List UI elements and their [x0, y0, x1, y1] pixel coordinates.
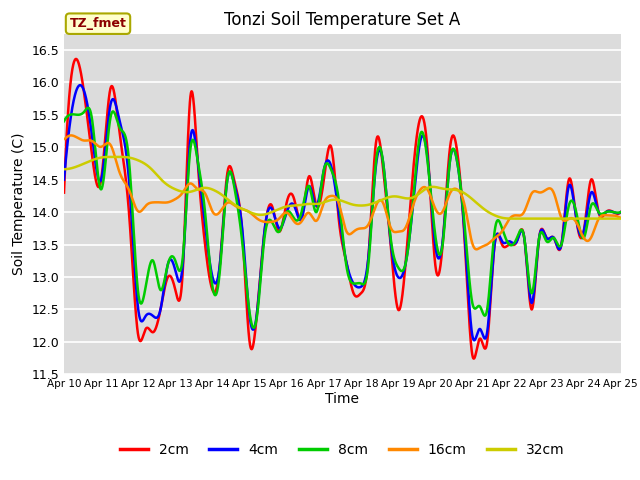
- 8cm: [124, 145, 132, 151]
- 32cm: [116, 154, 124, 160]
- 2cm: [124, 194, 132, 200]
- 4cm: [547, 235, 554, 241]
- 16cm: [274, 217, 282, 223]
- Line: 2cm: 2cm: [64, 59, 621, 359]
- 4cm: [617, 209, 625, 215]
- Line: 4cm: 4cm: [64, 85, 621, 340]
- 32cm: [522, 216, 529, 221]
- 8cm: [84, 105, 92, 111]
- 8cm: [250, 325, 257, 331]
- 32cm: [157, 176, 164, 182]
- 4cm: [606, 208, 614, 214]
- Title: Tonzi Soil Temperature Set A: Tonzi Soil Temperature Set A: [224, 11, 461, 29]
- 16cm: [547, 186, 554, 192]
- 2cm: [60, 190, 68, 195]
- 16cm: [124, 184, 132, 190]
- 4cm: [470, 337, 478, 343]
- 32cm: [617, 216, 625, 221]
- Text: TZ_fmet: TZ_fmet: [70, 17, 127, 30]
- 8cm: [298, 207, 306, 213]
- 2cm: [72, 56, 80, 62]
- 8cm: [606, 209, 614, 215]
- Y-axis label: Soil Temperature (C): Soil Temperature (C): [12, 133, 26, 275]
- 4cm: [124, 163, 132, 168]
- 16cm: [617, 215, 625, 221]
- 32cm: [124, 155, 132, 160]
- 2cm: [157, 305, 164, 311]
- Legend: 2cm, 4cm, 8cm, 16cm, 32cm: 2cm, 4cm, 8cm, 16cm, 32cm: [115, 438, 570, 463]
- Line: 16cm: 16cm: [64, 135, 621, 249]
- 32cm: [606, 216, 614, 221]
- 4cm: [60, 177, 68, 182]
- 32cm: [60, 167, 68, 172]
- 8cm: [547, 238, 554, 243]
- 16cm: [67, 132, 75, 138]
- 4cm: [76, 82, 84, 88]
- 16cm: [298, 218, 306, 224]
- X-axis label: Time: Time: [325, 392, 360, 406]
- 16cm: [606, 213, 614, 218]
- 4cm: [274, 223, 282, 229]
- 16cm: [60, 136, 68, 142]
- 32cm: [547, 216, 554, 221]
- 2cm: [606, 208, 614, 214]
- 32cm: [274, 207, 282, 213]
- 8cm: [157, 287, 164, 293]
- 4cm: [298, 215, 306, 221]
- 32cm: [298, 202, 306, 208]
- 16cm: [473, 246, 481, 252]
- 2cm: [617, 209, 625, 215]
- 8cm: [60, 119, 68, 124]
- 2cm: [470, 356, 477, 361]
- Line: 8cm: 8cm: [64, 108, 621, 328]
- 4cm: [157, 306, 164, 312]
- Line: 32cm: 32cm: [64, 157, 621, 218]
- 2cm: [298, 215, 306, 221]
- 16cm: [157, 200, 164, 205]
- 2cm: [274, 226, 282, 232]
- 8cm: [617, 209, 625, 215]
- 2cm: [547, 235, 554, 241]
- 8cm: [274, 229, 282, 235]
